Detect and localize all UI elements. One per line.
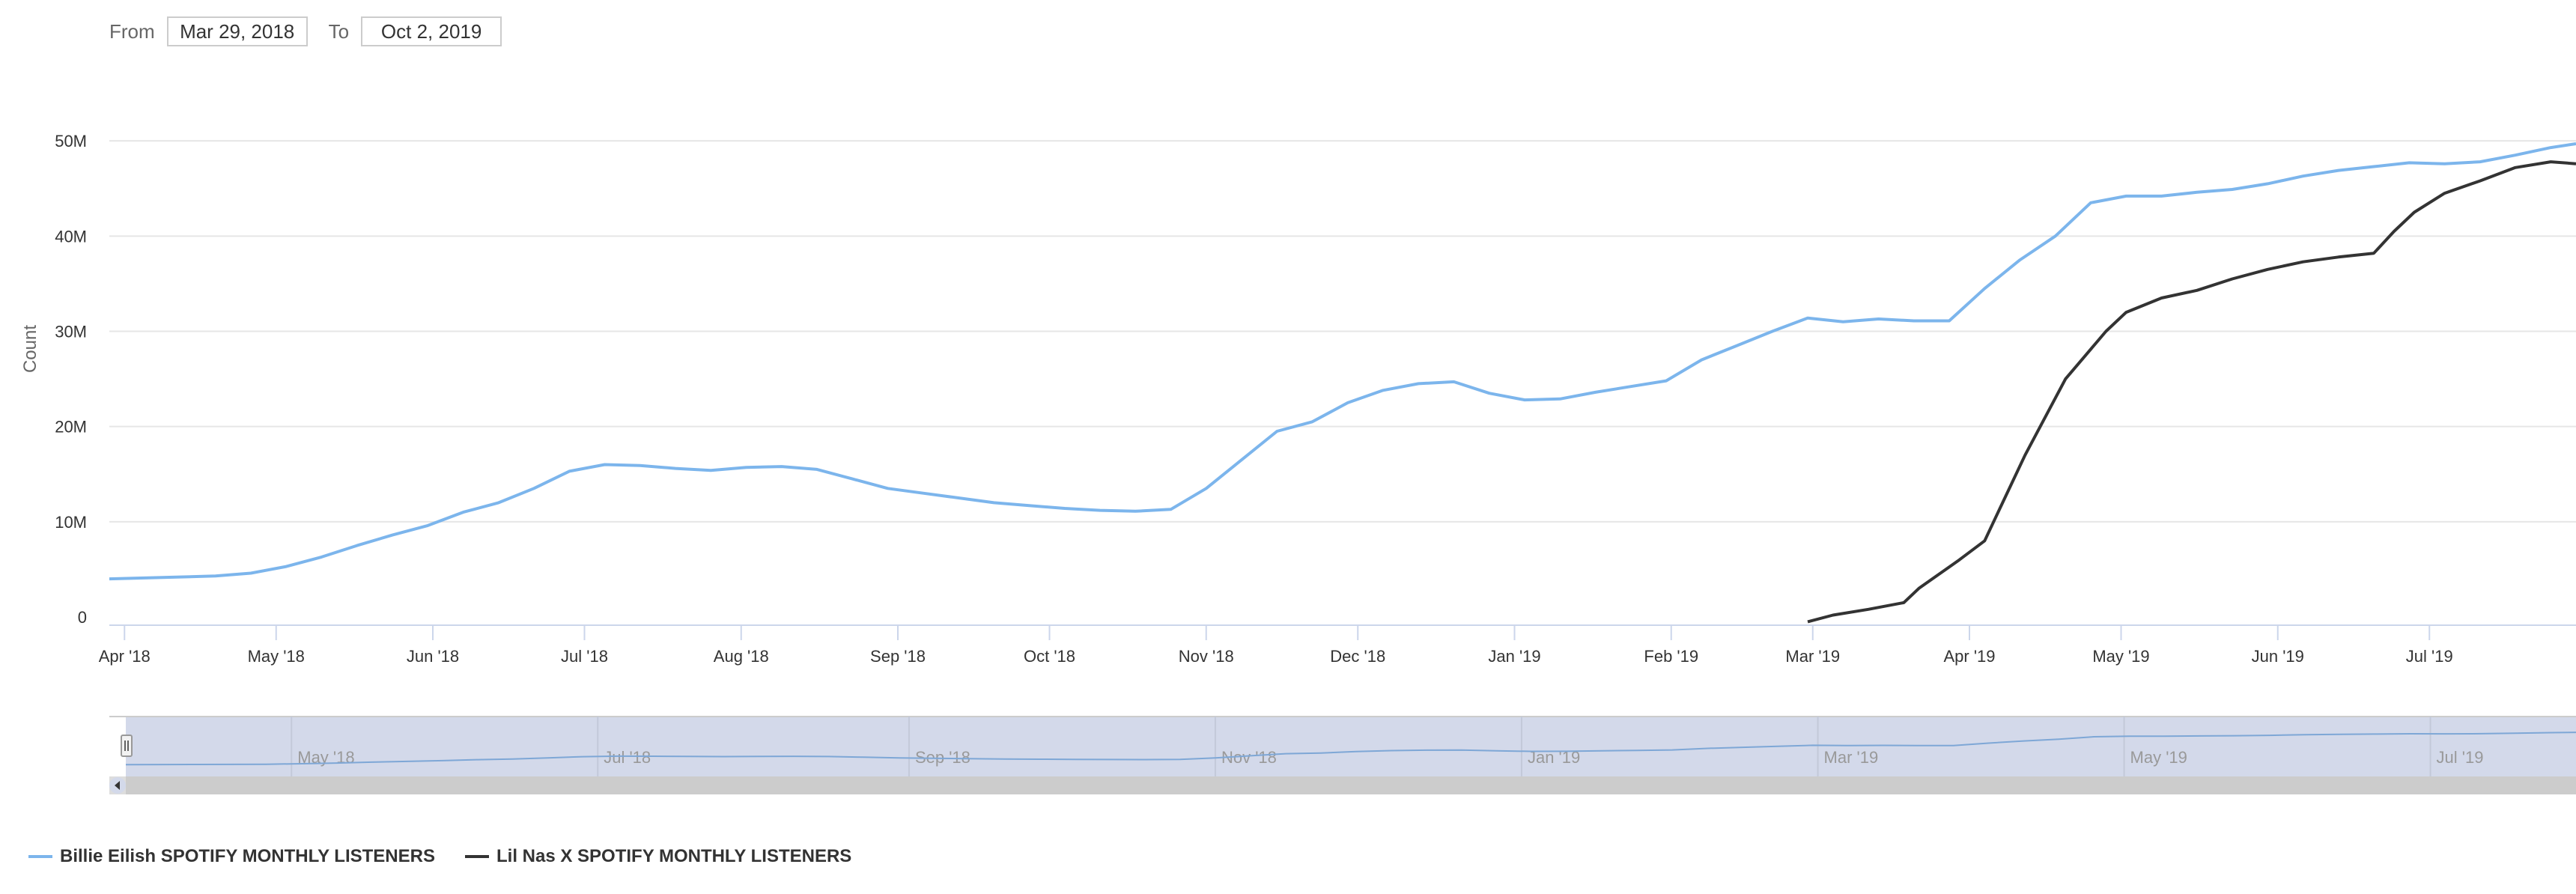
x-tick-label: Mar '19 <box>1785 647 1840 666</box>
y-tick-label: 10M <box>55 513 87 532</box>
scrollbar-thumb[interactable] <box>126 776 2576 794</box>
x-tick-label: Oct '18 <box>1024 647 1075 666</box>
series-lines <box>109 142 2576 624</box>
range-to-input[interactable]: Oct 2, 2019 <box>361 16 502 46</box>
x-tick-label: Jul '19 <box>2406 647 2453 666</box>
x-tick-label: May '19 <box>2092 647 2149 666</box>
range-from-input[interactable]: Mar 29, 2018 <box>166 16 308 46</box>
navigator-series-line <box>125 732 2576 766</box>
series-line-lil-nas-x-spotify-monthly-listeners <box>1807 160 2576 624</box>
navigator-left-handle[interactable] <box>121 735 133 757</box>
y-tick-label: 50M <box>55 132 87 150</box>
range-from-label: From <box>109 19 155 43</box>
legend-swatch-billie-eilish <box>28 855 52 858</box>
navigator-selected-range[interactable] <box>126 717 2576 776</box>
x-tick-label: Apr '18 <box>99 647 151 666</box>
y-tick-label: 40M <box>55 227 87 246</box>
x-tick-label: Dec '18 <box>1330 647 1385 666</box>
y-axis-title: Count <box>20 325 40 373</box>
y-tick-label: 20M <box>55 418 87 437</box>
legend: Billie Eilish SPOTIFY MONTHLY LISTENERS … <box>28 846 881 867</box>
x-tick-label: Sep '18 <box>870 647 926 666</box>
x-tick-label: Apr '19 <box>1943 647 1995 666</box>
x-tick-label: Nov '18 <box>1179 647 1234 666</box>
chevron-left-icon <box>115 781 120 790</box>
grid-lines <box>109 140 2576 523</box>
legend-label-lil-nas-x: Lil Nas X SPOTIFY MONTHLY LISTENERS <box>496 846 852 866</box>
y-axis-ticks: 0 10M 20M 30M 40M 50M <box>55 132 87 627</box>
x-tick-label: Jun '18 <box>407 647 459 666</box>
legend-swatch-lil-nas-x <box>465 855 489 858</box>
range-selector: From Mar 29, 2018 To Oct 2, 2019 <box>109 15 523 48</box>
legend-label-billie-eilish: Billie Eilish SPOTIFY MONTHLY LISTENERS <box>60 846 435 866</box>
navigator-tick-label: Jul '18 <box>604 748 651 767</box>
x-axis-ticks: Apr '18 May '18 Jun '18 Jul '18 Aug '18 Sep '… <box>99 625 2453 666</box>
range-to-label: To <box>328 19 350 43</box>
navigator[interactable]: May '18 Jul '18 Sep '18 Nov '18 Jan '19 Mar '… <box>109 716 2576 794</box>
navigator-tick-label: May '19 <box>2130 748 2187 767</box>
navigator-tick-label: Sep '18 <box>915 748 970 767</box>
navigator-tick-label: Jul '19 <box>2437 748 2484 767</box>
y-tick-label: 30M <box>55 322 87 341</box>
legend-item-billie-eilish[interactable]: Billie Eilish SPOTIFY MONTHLY LISTENERS <box>28 846 435 867</box>
y-tick-label: 0 <box>78 608 87 627</box>
x-tick-label: Jan '19 <box>1488 647 1540 666</box>
x-tick-label: May '18 <box>248 647 305 666</box>
navigator-tick-label: Mar '19 <box>1824 748 1879 767</box>
x-tick-label: Jul '18 <box>561 647 608 666</box>
series-line-billie-eilish-spotify-monthly-listeners <box>109 142 2576 581</box>
x-tick-label: Jun '19 <box>2252 647 2304 666</box>
legend-item-lil-nas-x[interactable]: Lil Nas X SPOTIFY MONTHLY LISTENERS <box>465 846 851 867</box>
x-tick-label: Feb '19 <box>1644 647 1698 666</box>
x-tick-label: Aug '18 <box>714 647 769 666</box>
